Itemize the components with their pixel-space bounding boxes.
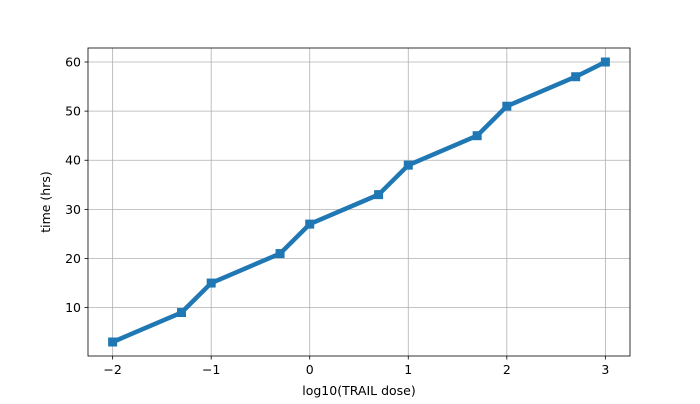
y-tick-label: 30 <box>65 202 81 217</box>
x-axis-ticks: −2 −1 0 1 2 3 <box>103 356 609 377</box>
y-tick-label: 40 <box>65 153 81 168</box>
y-tick-label: 20 <box>65 251 81 266</box>
data-point-marker <box>502 101 512 111</box>
data-point-marker <box>472 131 482 141</box>
grid-lines <box>88 48 630 356</box>
y-tick-label: 50 <box>65 104 81 119</box>
data-point-marker <box>206 278 216 288</box>
x-tick-label: 2 <box>503 362 511 377</box>
x-tick-label: −2 <box>103 362 121 377</box>
data-point-marker <box>275 249 285 259</box>
data-point-marker <box>177 308 187 318</box>
y-tick-label: 10 <box>65 300 81 315</box>
series-layer <box>108 57 610 347</box>
plot-area-frame <box>87 47 631 357</box>
x-tick-label: 0 <box>306 362 314 377</box>
data-point-marker <box>571 72 581 82</box>
x-tick-label: 1 <box>404 362 412 377</box>
x-tick-label: −1 <box>202 362 220 377</box>
x-axis-label: log10(TRAIL dose) <box>302 383 416 398</box>
series-line <box>111 59 607 345</box>
data-point-marker <box>403 160 413 170</box>
data-point-marker <box>305 219 315 229</box>
x-tick-label: 3 <box>601 362 609 377</box>
data-point-marker <box>108 337 118 347</box>
data-point-marker <box>600 57 610 67</box>
y-axis-ticks: 10 20 30 40 50 60 <box>65 55 88 315</box>
data-point-marker <box>374 190 384 200</box>
y-axis-label: time (hrs) <box>38 171 53 233</box>
y-tick-label: 60 <box>65 55 81 70</box>
